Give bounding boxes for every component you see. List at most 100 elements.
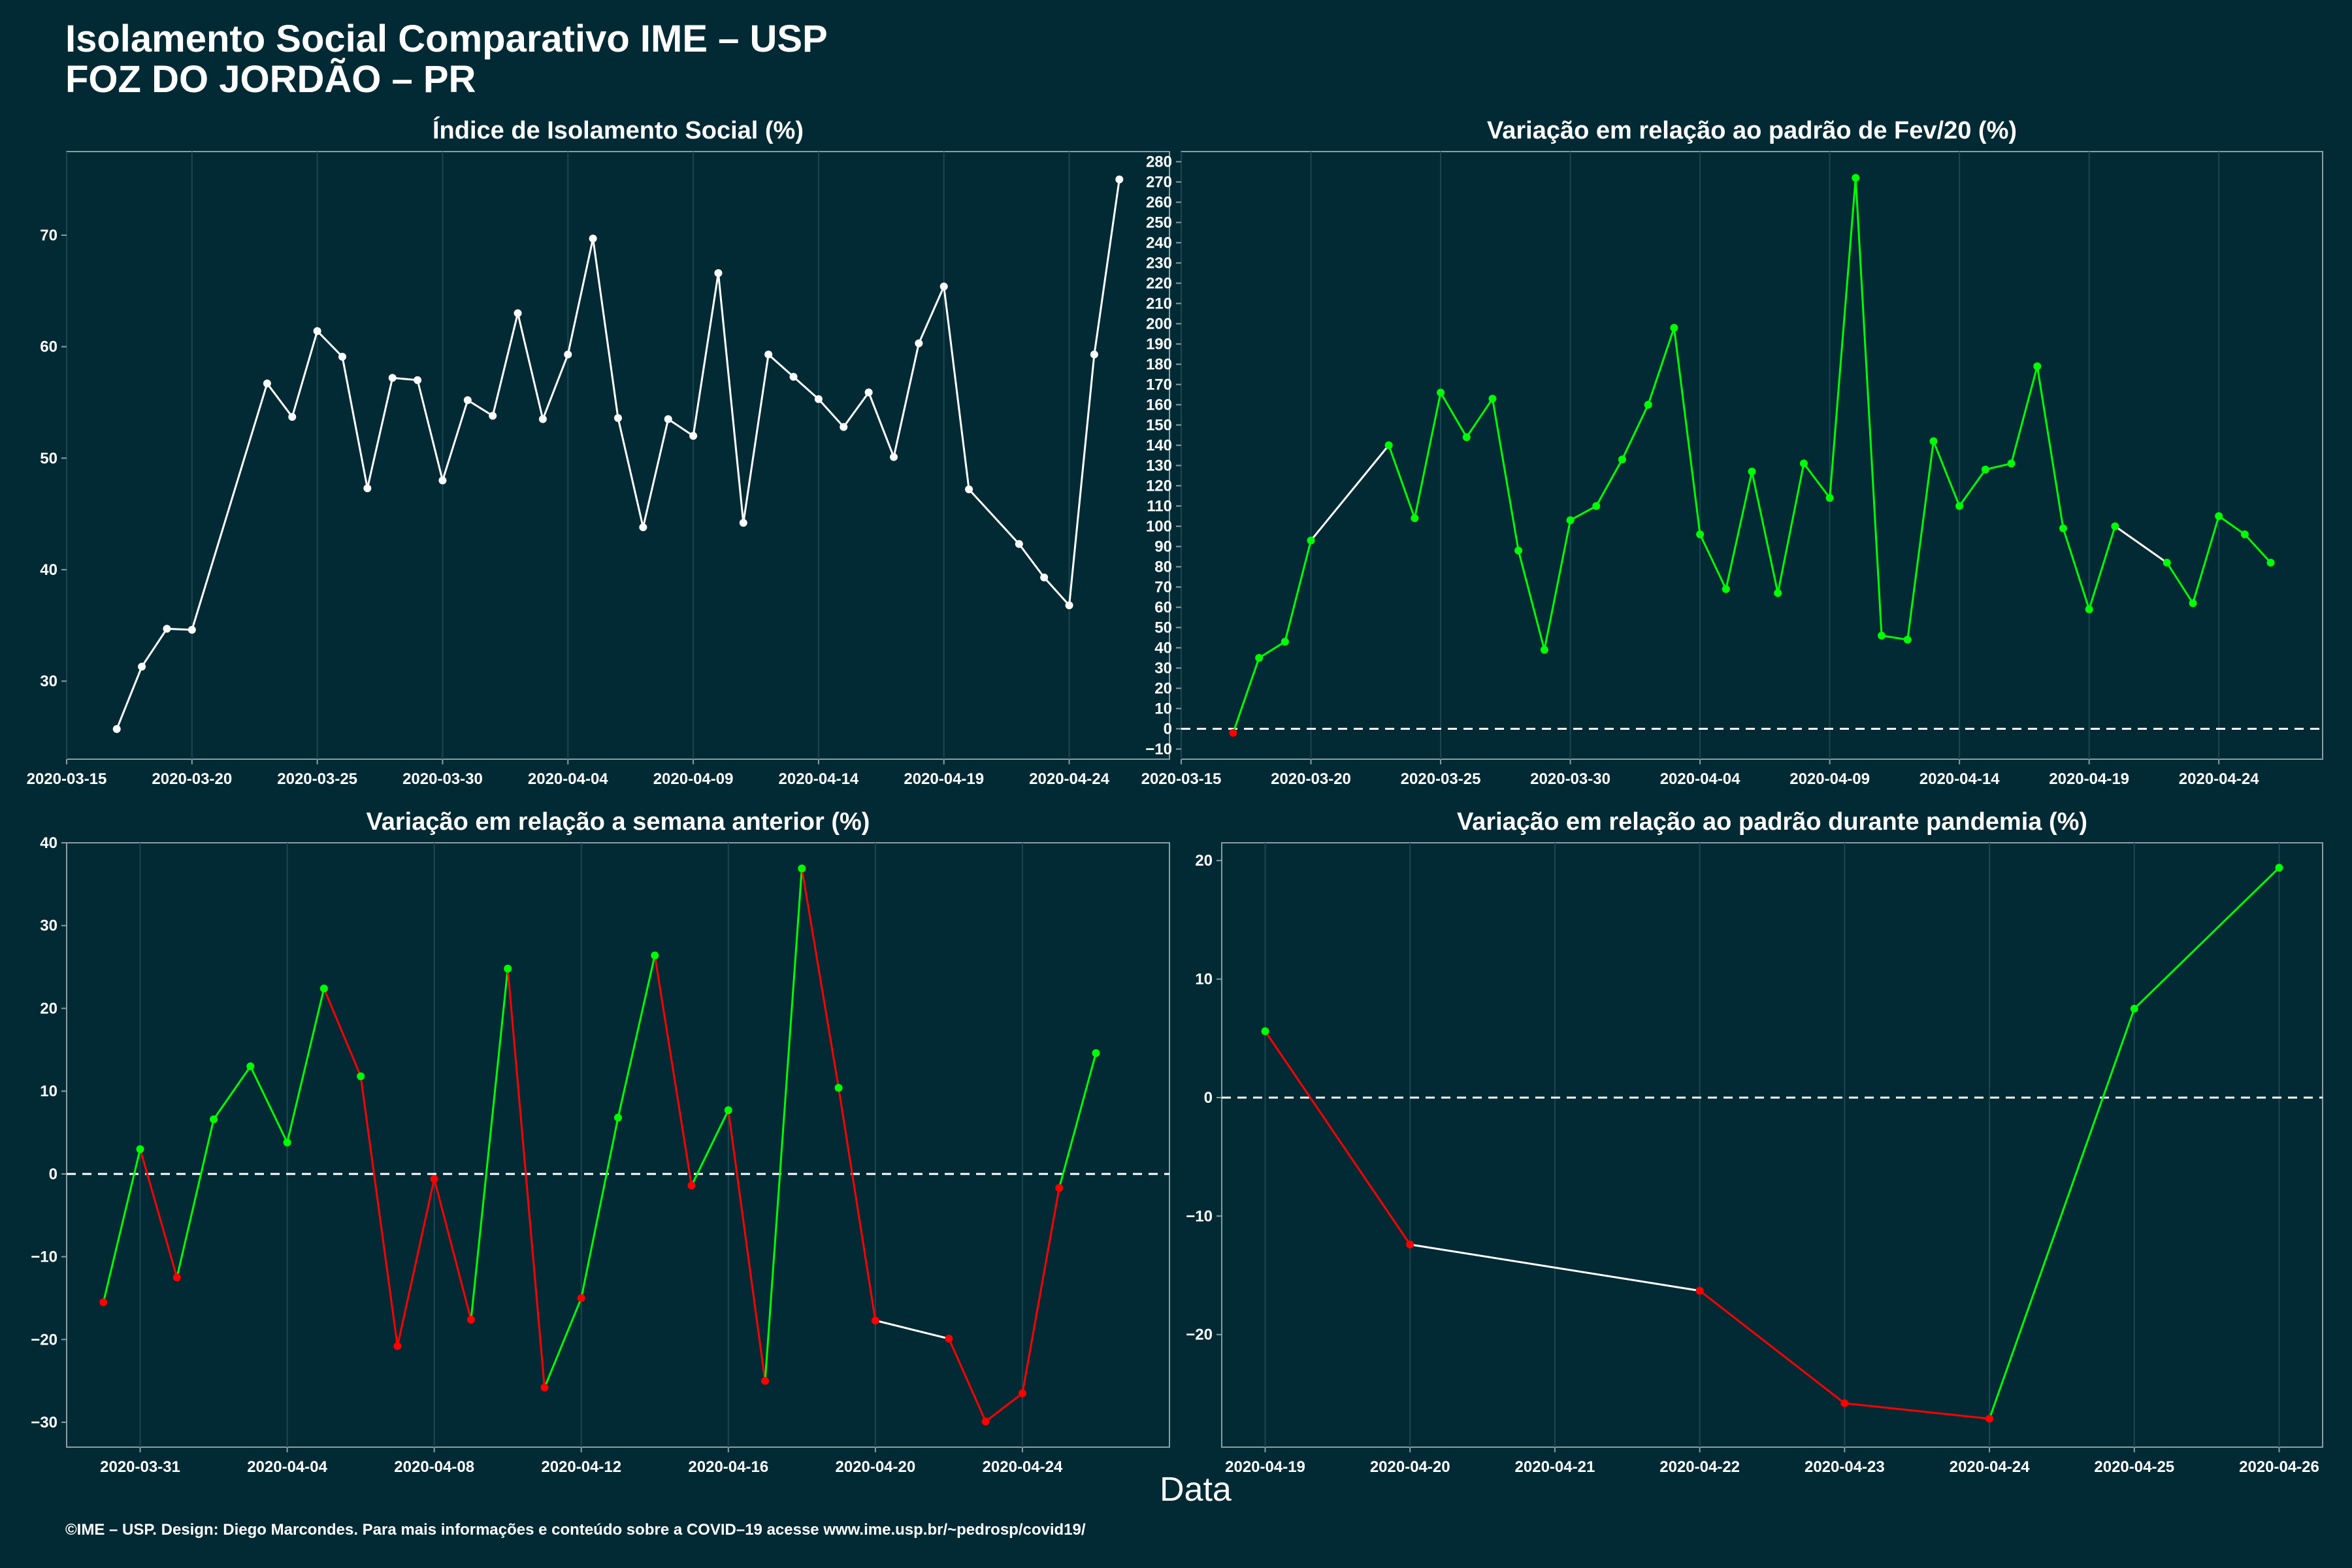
data-point bbox=[1592, 502, 1601, 510]
line-segment bbox=[1829, 178, 1857, 498]
data-point bbox=[438, 476, 447, 485]
data-point bbox=[1878, 631, 1886, 640]
data-point bbox=[466, 1315, 475, 1324]
line-segment bbox=[1543, 519, 1572, 650]
data-point bbox=[2130, 1004, 2138, 1013]
line-segment bbox=[1751, 471, 1779, 594]
line-segment bbox=[792, 376, 819, 400]
line-segment bbox=[2036, 366, 2065, 529]
line-segment bbox=[653, 955, 693, 1186]
line-segment bbox=[1988, 1008, 2136, 1419]
y-tick-label: 210 bbox=[1146, 295, 1172, 313]
data-point bbox=[1406, 1240, 1414, 1249]
y-tick-label: 70 bbox=[1154, 579, 1172, 596]
line-segment bbox=[116, 666, 143, 730]
y-tick-label: 90 bbox=[1154, 538, 1172, 556]
data-point bbox=[2033, 362, 2042, 370]
data-point bbox=[283, 1138, 291, 1147]
y-tick-label: 170 bbox=[1146, 376, 1172, 394]
y-tick-label: 240 bbox=[1146, 235, 1172, 252]
line-segment bbox=[1068, 354, 1096, 606]
chart-panel-2: 2020-03-15 2020-03-20 2020-03-25 2020-03-30… bbox=[1141, 117, 2323, 788]
data-point bbox=[163, 625, 171, 633]
line-segment bbox=[1491, 398, 1520, 551]
y-tick-label: 10 bbox=[1154, 700, 1172, 718]
x-tick-label: 2020-03-15 bbox=[27, 770, 107, 788]
data-point bbox=[1411, 514, 1419, 523]
footer-credits: ©IME – USP. Design: Diego Marcondes. Par… bbox=[65, 1521, 1086, 1539]
data-point bbox=[1090, 350, 1098, 359]
data-point bbox=[1261, 1027, 1269, 1036]
data-point bbox=[687, 1181, 696, 1190]
y-tick-label: −20 bbox=[1186, 1326, 1213, 1344]
line-segment bbox=[433, 1179, 472, 1320]
x-tick-label: 2020-04-12 bbox=[541, 1458, 621, 1476]
x-tick-label: 2020-04-08 bbox=[394, 1458, 474, 1476]
data-point bbox=[112, 725, 121, 733]
figure-title: Isolamento Social Comparativo IME – USP bbox=[65, 18, 828, 60]
line-segment bbox=[1958, 468, 1987, 507]
line-segment bbox=[2010, 366, 2038, 464]
y-tick-label: 180 bbox=[1146, 356, 1172, 374]
line-segment bbox=[1985, 462, 2012, 471]
plot-area bbox=[1181, 151, 2323, 760]
y-tick-label: 50 bbox=[1154, 619, 1172, 637]
line-segment bbox=[517, 313, 544, 419]
data-point bbox=[319, 985, 328, 993]
line-segment bbox=[249, 1066, 288, 1143]
line-segment bbox=[392, 376, 418, 382]
line-segment bbox=[1310, 444, 1390, 542]
line-segment bbox=[717, 272, 745, 523]
y-tick-label: 100 bbox=[1146, 518, 1172, 536]
data-point bbox=[2266, 559, 2275, 567]
plot-area bbox=[1221, 842, 2323, 1448]
data-point bbox=[1618, 455, 1626, 464]
data-point bbox=[739, 519, 747, 527]
data-point bbox=[1774, 589, 1782, 597]
y-tick-label: 60 bbox=[1154, 599, 1172, 617]
data-point bbox=[188, 626, 196, 634]
data-point bbox=[1437, 388, 1445, 397]
line-segment bbox=[566, 238, 595, 355]
data-point bbox=[864, 388, 873, 397]
line-segment bbox=[1933, 440, 1961, 507]
data-point bbox=[1852, 174, 1860, 182]
chart-panel-4: 2020-04-19 2020-04-20 2020-04-21 2020-04-22… bbox=[1186, 808, 2323, 1476]
data-point bbox=[1115, 175, 1124, 184]
line-segment bbox=[617, 417, 644, 528]
line-segment bbox=[323, 988, 362, 1077]
y-tick-label: −10 bbox=[31, 1249, 57, 1266]
data-point bbox=[1840, 1399, 1849, 1407]
line-segment bbox=[1232, 657, 1260, 734]
x-tick-label: 2020-04-09 bbox=[1789, 770, 1870, 788]
line-segment bbox=[1043, 576, 1070, 606]
chart-panel-3: 2020-03-31 2020-04-04 2020-04-08 2020-04-12… bbox=[31, 808, 1170, 1476]
data-point bbox=[1799, 459, 1808, 468]
data-point bbox=[540, 1383, 549, 1392]
line-segment bbox=[768, 353, 794, 378]
data-point bbox=[1055, 1184, 1064, 1192]
line-segment bbox=[1803, 463, 1831, 499]
line-segment bbox=[1409, 1243, 1700, 1292]
chart-title: Variação em relação ao padrão durante pa… bbox=[1457, 808, 2087, 836]
data-point bbox=[1695, 1286, 1704, 1295]
data-point bbox=[2085, 605, 2093, 613]
data-point bbox=[1015, 540, 1023, 548]
line-segment bbox=[176, 1119, 215, 1278]
y-tick-label: 130 bbox=[1146, 457, 1172, 475]
data-point bbox=[1229, 728, 1237, 737]
data-point bbox=[263, 379, 271, 387]
line-segment bbox=[1258, 640, 1286, 659]
data-point bbox=[945, 1335, 953, 1343]
y-tick-label: 80 bbox=[1154, 559, 1172, 576]
data-point bbox=[338, 352, 346, 361]
line-segment bbox=[1673, 327, 1701, 535]
y-tick-label: 50 bbox=[40, 449, 57, 467]
data-point bbox=[1981, 465, 1989, 474]
line-segment bbox=[1854, 178, 1883, 636]
line-segment bbox=[943, 286, 970, 490]
line-segment bbox=[2133, 867, 2280, 1009]
x-tick-label: 2020-03-30 bbox=[402, 770, 483, 788]
line-segment bbox=[359, 1076, 399, 1347]
line-segment bbox=[1058, 1053, 1097, 1188]
